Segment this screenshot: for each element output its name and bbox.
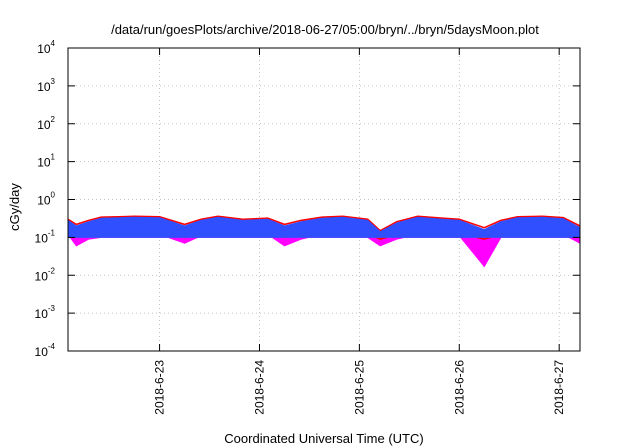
x-tick-label: 2018-6-26 [452,360,466,415]
y-tick-label: 10-1 [35,228,56,245]
x-tick-labels: 2018-6-23 2018-6-24 2018-6-25 2018-6-26 2018… [153,360,567,415]
tick-marks [68,47,580,352]
series-area [67,232,581,268]
y-axis-label: cGy/day [7,183,22,231]
series-area [67,216,581,238]
series-layer [67,215,581,268]
y-tick-label: 101 [37,153,55,170]
x-tick-label: 2018-6-23 [153,360,167,415]
y-tick-label: 10-3 [35,304,56,321]
y-tick-label: 102 [37,115,55,132]
x-tick-label: 2018-6-27 [552,360,566,415]
x-tick-label: 2018-6-24 [252,360,266,415]
y-tick-label: 10-4 [35,342,56,359]
x-axis-label: Coordinated Universal Time (UTC) [224,431,423,446]
y-tick-labels: 10-4 10-3 10-2 10-1 100 101 102 103 104 [35,39,56,359]
y-tick-label: 103 [37,77,55,94]
y-tick-label: 100 [37,191,55,208]
grid-lines [68,48,580,351]
x-tick-label: 2018-6-25 [352,360,366,415]
chart-title: /data/run/goesPlots/archive/2018-06-27/0… [111,22,539,37]
y-tick-label: 104 [37,39,55,56]
y-tick-label: 10-2 [35,266,56,283]
series-line [67,215,581,232]
